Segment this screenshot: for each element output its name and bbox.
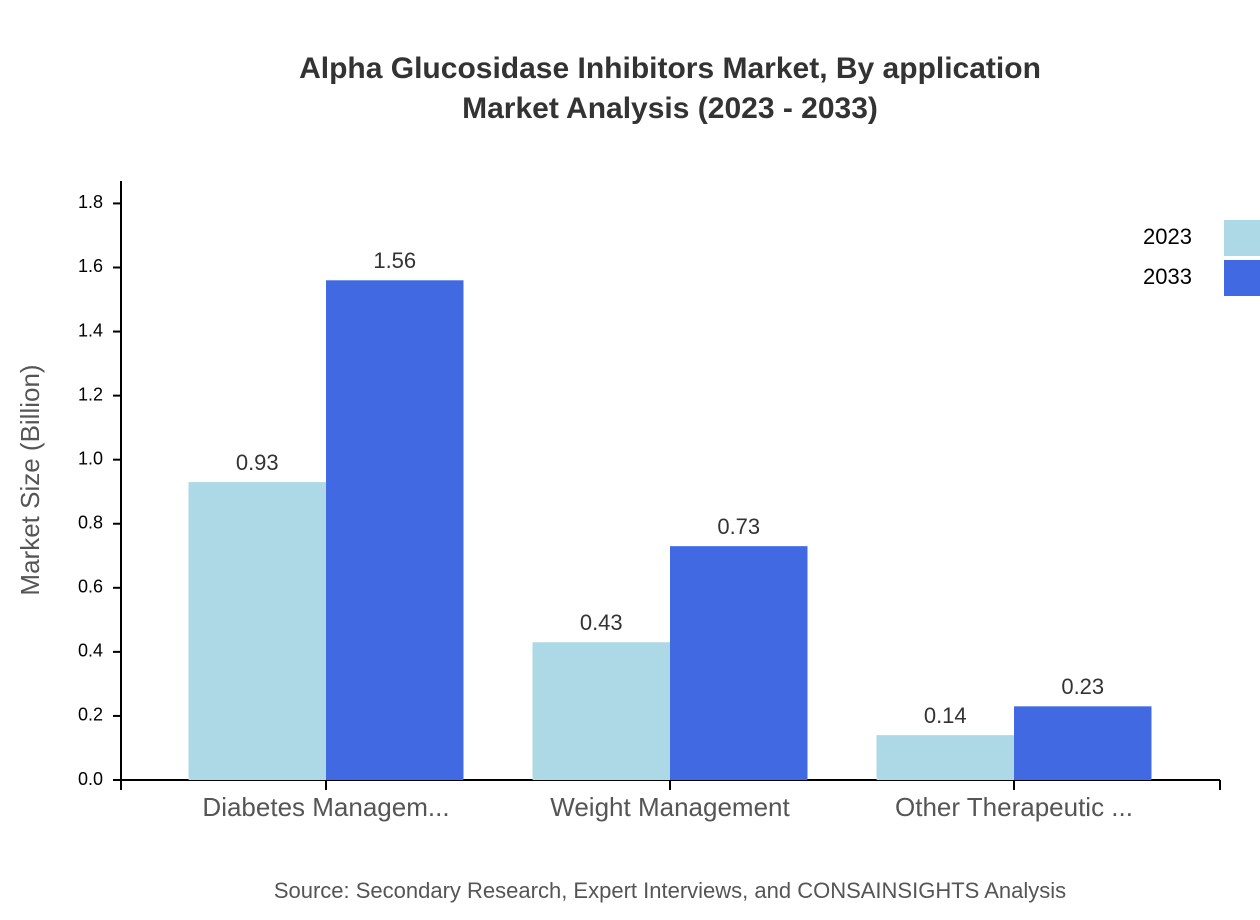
bar [188, 482, 326, 780]
legend-swatch [1224, 220, 1260, 256]
value-label: 0.23 [1061, 674, 1104, 699]
value-label: 0.43 [580, 610, 623, 635]
legend-swatch [1224, 260, 1260, 296]
y-tick-label: 1.2 [78, 384, 103, 404]
x-tick-label: Weight Management [550, 792, 790, 822]
chart-subtitle: Market Analysis (2023 - 2033) [462, 92, 878, 125]
y-tick-label: 0.4 [78, 641, 103, 661]
value-label: 0.73 [717, 514, 760, 539]
y-tick-label: 0.0 [78, 769, 103, 789]
legend-label: 2023 [1143, 224, 1192, 249]
x-tick-label: Diabetes Managem... [202, 792, 449, 822]
value-label: 0.14 [924, 703, 967, 728]
y-tick-label: 1.6 [78, 256, 103, 276]
bar [670, 546, 808, 780]
y-tick-label: 1.8 [78, 192, 103, 212]
bar [876, 735, 1014, 780]
value-label: 1.56 [373, 248, 416, 273]
x-tick-label: Other Therapeutic ... [895, 792, 1133, 822]
value-label: 0.93 [236, 450, 279, 475]
y-tick-label: 1.0 [78, 448, 103, 468]
y-tick-label: 0.8 [78, 512, 103, 532]
legend-label: 2033 [1143, 264, 1192, 289]
y-tick-label: 1.4 [78, 320, 103, 340]
bar [532, 642, 670, 780]
y-tick-label: 0.2 [78, 705, 103, 725]
bar [326, 280, 464, 780]
y-axis-label: Market Size (Billion) [15, 364, 45, 595]
y-tick-label: 0.6 [78, 577, 103, 597]
chart-title: Alpha Glucosidase Inhibitors Market, By … [299, 52, 1041, 85]
source-note: Source: Secondary Research, Expert Inter… [274, 878, 1066, 903]
bar [1014, 706, 1152, 780]
